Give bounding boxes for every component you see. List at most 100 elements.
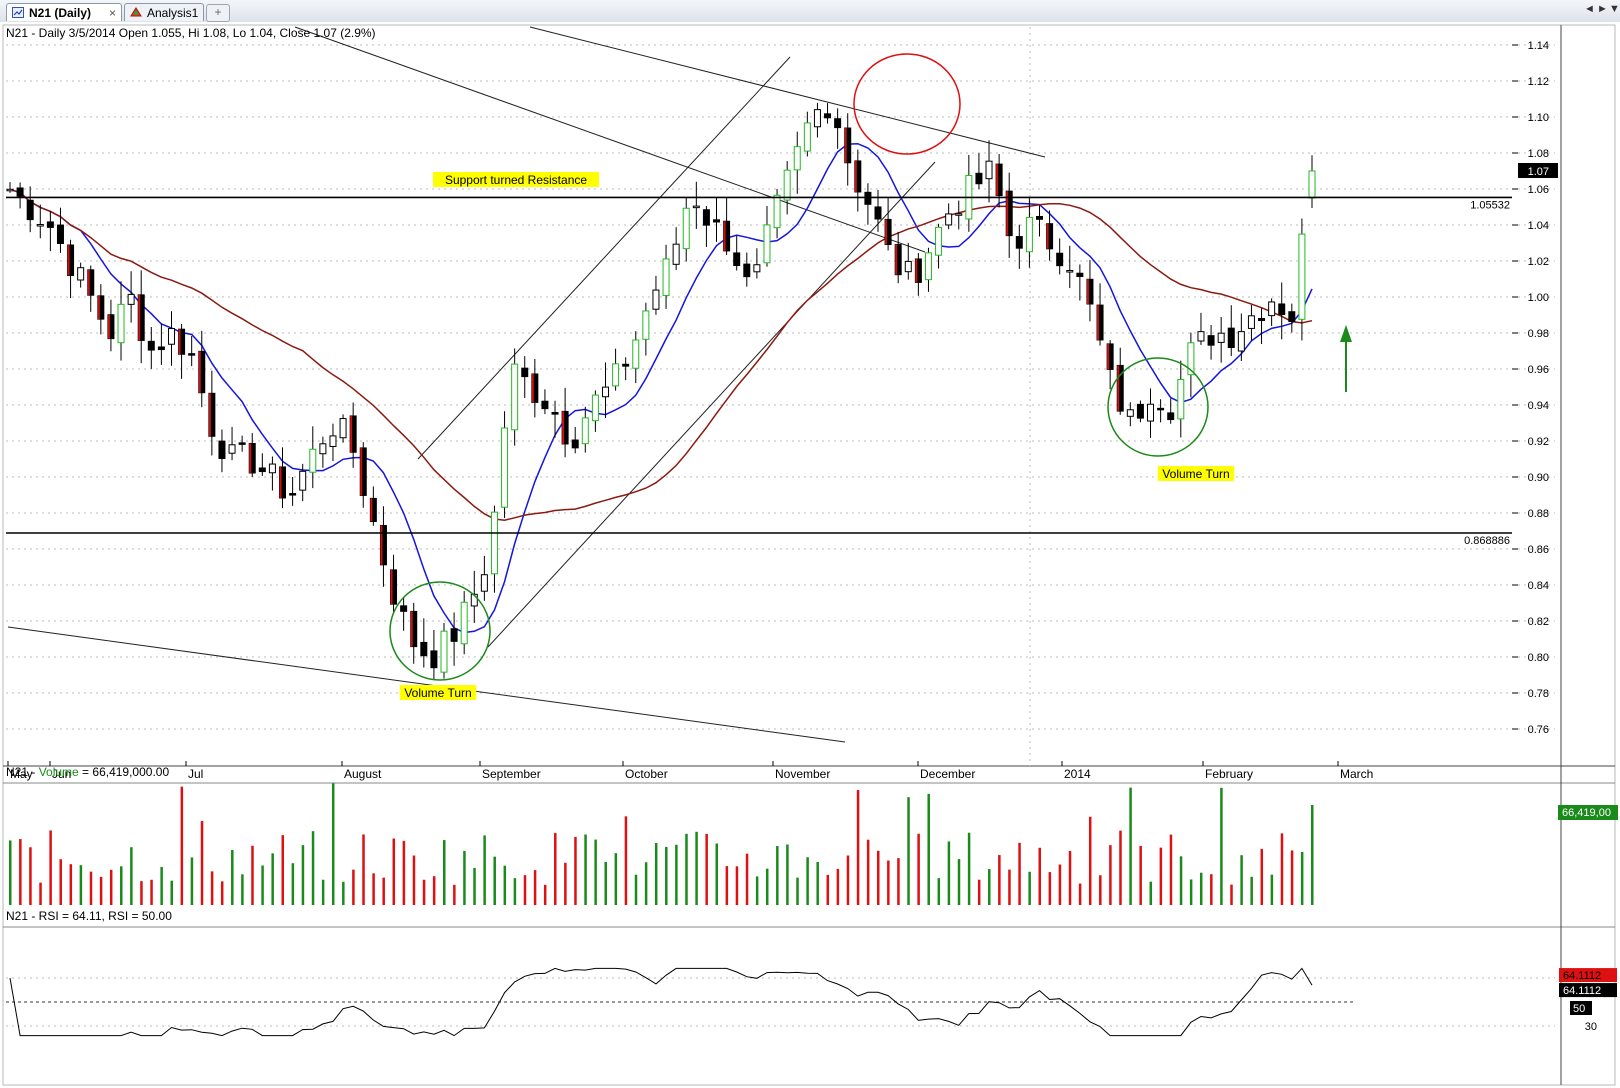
volume-bar: [634, 874, 638, 905]
candle-highlight: [107, 314, 110, 339]
trend-line: [487, 161, 936, 648]
volume-last-box: [1558, 805, 1618, 820]
tab-analysis1[interactable]: Analysis1: [124, 3, 204, 21]
candle-body: [319, 443, 327, 455]
x-tick-label: Jun: [52, 767, 71, 781]
y-tick-label: 0.84: [1528, 580, 1549, 592]
volume-bar: [331, 783, 335, 905]
volume-bar: [392, 838, 396, 905]
candle-body: [501, 427, 509, 508]
candle-body: [632, 339, 640, 369]
volume-bar: [281, 835, 285, 905]
scroll-right-icon[interactable]: ►: [1597, 3, 1608, 15]
volume-bar: [59, 859, 62, 905]
volume-bar: [1179, 856, 1183, 905]
annotations: 1.05532 0.868886 Support turned Resistance…: [6, 53, 1512, 700]
candle-body: [1025, 216, 1033, 253]
volume-bar: [412, 855, 416, 905]
volume-bar: [846, 855, 850, 905]
volume-bar: [1149, 881, 1153, 905]
rsi-50-label: 50: [1573, 1003, 1585, 1015]
candle-body: [1167, 412, 1175, 421]
candle-highlight: [996, 164, 999, 196]
volume-turn-label-right: Volume Turn: [1162, 467, 1229, 481]
volume-bar: [1189, 879, 1193, 905]
trend-line: [529, 26, 1046, 158]
candle-highlight: [854, 160, 857, 192]
candle-body: [77, 267, 85, 281]
volume-bar: [463, 850, 466, 905]
candle-highlight: [87, 269, 90, 296]
volume-bar: [1088, 816, 1092, 905]
candle-highlight: [138, 294, 141, 341]
volume-bar: [907, 797, 910, 905]
close-icon[interactable]: ×: [108, 6, 116, 20]
candle-highlight: [531, 373, 534, 403]
price-panel-header: N21 - Daily 3/5/2014 Open 1.055, Hi 1.08…: [6, 26, 376, 40]
x-tick-label: December: [920, 767, 975, 781]
volume-bar: [69, 864, 73, 905]
candle-body: [36, 224, 44, 227]
volume-bar: [291, 863, 295, 905]
candle-highlight: [249, 443, 252, 473]
x-tick-label: May: [10, 767, 33, 781]
volume-bar: [19, 839, 22, 905]
candle-highlight: [1086, 279, 1089, 304]
candle-highlight: [885, 219, 888, 245]
candle-body: [1227, 327, 1235, 349]
chart-icon: [12, 7, 24, 18]
candle-body: [874, 206, 882, 220]
candle-highlight: [97, 295, 100, 320]
volume-turn-label-right-bg: [1157, 466, 1235, 481]
candle-body: [167, 328, 175, 345]
volume-bar: [947, 841, 951, 905]
volume-bar: [130, 847, 133, 905]
candle-body: [1237, 331, 1245, 352]
volume-bar: [1129, 787, 1132, 905]
candle-body: [460, 601, 468, 645]
volume-bar: [765, 868, 769, 905]
candle-highlight: [844, 128, 847, 163]
volume-bar: [190, 857, 194, 905]
volume-bar: [271, 853, 274, 905]
rsi-line: [9, 967, 1313, 1037]
volume-bar: [443, 840, 446, 905]
scroll-left-icon[interactable]: ◄: [1584, 3, 1595, 15]
candle-body: [1056, 252, 1064, 267]
support-resistance-label-bg: [433, 172, 599, 187]
y-tick-label: 1.06: [1528, 184, 1549, 196]
volume-bar: [372, 873, 375, 905]
volume-bar: [1220, 787, 1223, 905]
volume-bar: [453, 884, 456, 905]
volume-bar: [1240, 855, 1243, 905]
candle-body: [924, 252, 932, 281]
candle-body: [571, 439, 579, 449]
volume-bar: [826, 874, 830, 905]
volume-bar: [1058, 864, 1062, 905]
buy-arrow-head: [1340, 325, 1352, 342]
volume-turn-circle-right: [1107, 357, 1209, 457]
tab-n21-daily[interactable]: N21 (Daily) ×: [6, 3, 122, 21]
candle-body: [430, 650, 438, 669]
candle-body: [1147, 403, 1155, 422]
candle-body: [309, 448, 317, 473]
volume-bar: [200, 821, 204, 905]
volume-turn-label-left: Volume Turn: [404, 686, 471, 700]
volume-bar: [210, 871, 214, 905]
volume-bar: [927, 793, 930, 905]
volume-bar: [796, 877, 799, 905]
volume-bar: [362, 834, 365, 905]
dropdown-icon[interactable]: ▼: [1609, 3, 1620, 15]
volume-bar: [776, 846, 779, 905]
volume-bar: [594, 839, 597, 905]
tab-bar: N21 (Daily) × Analysis1 + ◄ ► ▼: [0, 0, 1620, 23]
candle-body: [733, 252, 741, 267]
new-tab-button[interactable]: +: [206, 4, 230, 22]
candle-highlight: [1006, 191, 1009, 236]
candle-body: [127, 293, 135, 305]
trend-line: [294, 26, 926, 253]
volume-bar: [1018, 842, 1021, 905]
y-tick-label: 0.78: [1528, 688, 1549, 700]
rsi-black-label: 64.1112: [1563, 985, 1601, 997]
candlesticks: [6, 102, 1316, 681]
